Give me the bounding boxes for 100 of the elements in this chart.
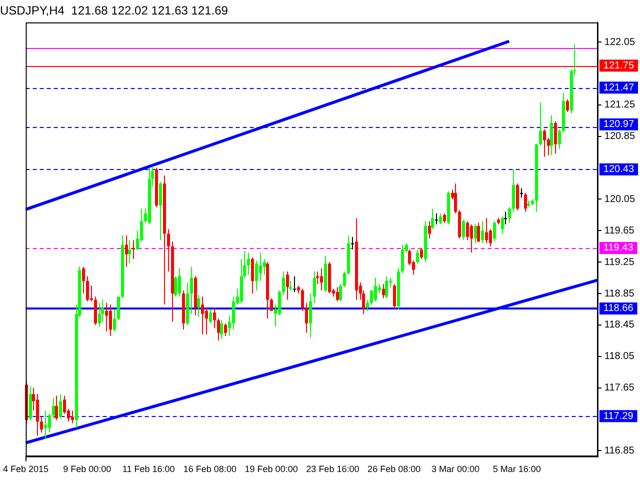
y-tick-label: 121.25 — [604, 100, 636, 111]
candlestick — [201, 296, 204, 335]
candlestick — [512, 168, 515, 212]
candlestick — [293, 276, 296, 292]
candlestick — [543, 128, 546, 158]
candlestick — [282, 271, 285, 296]
candlestick — [370, 290, 373, 306]
candlestick — [501, 216, 504, 234]
y-tick-label: 119.25 — [604, 256, 635, 268]
candlestick — [339, 284, 342, 302]
candlestick — [82, 266, 85, 294]
y-tick-label: 118.85 — [604, 288, 635, 300]
candlestick — [558, 128, 561, 150]
candlestick — [351, 236, 354, 250]
candlestick — [374, 277, 377, 302]
candlestick — [289, 280, 292, 291]
candlestick — [113, 308, 116, 332]
candlestick — [493, 220, 496, 242]
candlestick — [52, 398, 55, 419]
candlestick — [443, 212, 446, 224]
candlestick — [428, 220, 431, 240]
candlestick — [466, 220, 469, 241]
ref-line-label: 120.97 — [603, 119, 634, 130]
y-tick-label: 118.05 — [604, 351, 635, 362]
candlestick — [213, 307, 216, 329]
candlestick — [263, 258, 266, 276]
candlestick — [117, 296, 120, 321]
candlestick — [174, 276, 177, 298]
candlestick — [393, 284, 396, 310]
candlestick — [385, 276, 388, 299]
candlestick — [101, 299, 104, 322]
candlestick — [209, 308, 212, 324]
x-tick-label: 19 Feb 00:00 — [244, 464, 298, 474]
candlestick — [109, 304, 112, 336]
candlestick — [516, 183, 519, 211]
candlestick — [220, 320, 223, 340]
candlestick — [48, 413, 51, 434]
candlestick — [278, 290, 281, 316]
candlestick — [167, 228, 170, 272]
candlestick — [470, 224, 473, 254]
candlestick — [44, 410, 47, 440]
x-tick-label: 3 Mar 00:00 — [431, 464, 480, 474]
x-tick-label: 23 Feb 16:00 — [306, 464, 360, 474]
candlestick — [474, 224, 477, 244]
candlestick — [71, 410, 74, 424]
ref-line-label: 121.75 — [603, 60, 634, 72]
candlestick — [86, 276, 89, 302]
candlestick — [520, 188, 523, 198]
candlestick — [416, 249, 419, 264]
candlestick — [485, 218, 488, 244]
ref-line-label: 119.43 — [603, 242, 634, 254]
x-tick-label: 16 Feb 08:00 — [183, 464, 236, 474]
x-tick-label: 26 Feb 08:00 — [368, 464, 421, 474]
candlestick — [90, 285, 93, 302]
candlestick — [159, 181, 162, 241]
chart-title: USDJPY,H4 121.68 122.02 121.63 121.69 — [0, 4, 228, 18]
candlestick — [320, 268, 323, 291]
candlestick — [366, 299, 369, 312]
candlestick — [205, 307, 208, 335]
candlestick — [128, 240, 131, 264]
candlestick — [313, 271, 316, 304]
candlestick — [566, 98, 569, 112]
y-tick-label: 117.65 — [604, 382, 635, 394]
candlestick — [343, 271, 346, 288]
candlestick — [59, 394, 62, 419]
candlestick — [63, 395, 66, 414]
candlestick — [255, 260, 258, 291]
candlestick — [305, 302, 308, 334]
y-tick-label: 122.05 — [604, 36, 636, 48]
ref-line-label: 117.29 — [603, 410, 634, 422]
candlestick — [105, 302, 108, 332]
candlestick — [489, 228, 492, 247]
ref-line-label: 120.43 — [603, 164, 634, 176]
candlestick — [309, 293, 312, 338]
candlestick — [439, 212, 442, 225]
candlestick — [301, 288, 304, 312]
candlestick — [259, 252, 262, 282]
candlestick — [178, 268, 181, 298]
candlestick — [504, 211, 507, 225]
candlestick — [36, 394, 39, 436]
candlestick — [98, 302, 101, 328]
ref-line-label: 118.66 — [603, 303, 634, 314]
candlestick — [217, 318, 220, 342]
candlestick — [125, 234, 128, 268]
candlestick — [431, 208, 434, 230]
y-tick-label: 118.45 — [604, 320, 635, 331]
x-tick-label: 11 Feb 16:00 — [122, 464, 175, 474]
candlestick — [251, 256, 254, 294]
candlestick — [408, 249, 411, 266]
candlestick — [132, 240, 135, 260]
candlestick — [554, 120, 557, 154]
ref-line-label: 121.47 — [603, 82, 634, 94]
candlestick — [270, 298, 273, 312]
candlestick — [224, 322, 227, 336]
candlestick — [94, 296, 97, 326]
y-tick-label: 120.85 — [604, 131, 636, 142]
candlestick — [550, 114, 553, 156]
candlestick — [508, 206, 511, 224]
candlestick — [454, 183, 457, 214]
candlestick — [524, 192, 527, 212]
